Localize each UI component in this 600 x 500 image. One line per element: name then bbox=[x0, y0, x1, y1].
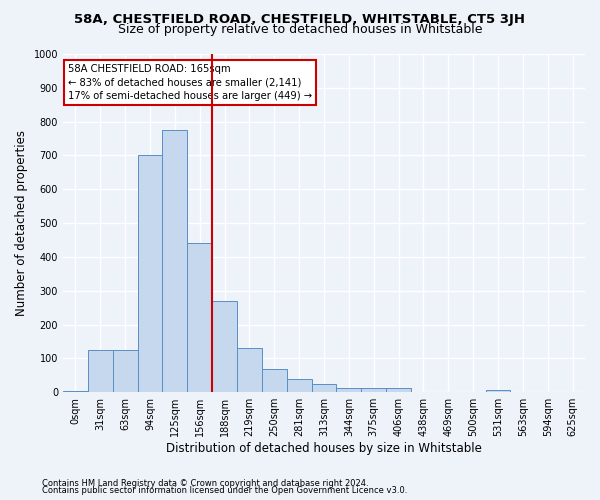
Bar bbox=[287, 378, 311, 392]
X-axis label: Distribution of detached houses by size in Whitstable: Distribution of detached houses by size … bbox=[166, 442, 482, 455]
Bar bbox=[113, 350, 137, 392]
Bar bbox=[361, 388, 386, 392]
Bar bbox=[63, 390, 88, 392]
Bar bbox=[262, 368, 287, 392]
Text: Contains public sector information licensed under the Open Government Licence v3: Contains public sector information licen… bbox=[42, 486, 407, 495]
Bar bbox=[163, 130, 187, 392]
Y-axis label: Number of detached properties: Number of detached properties bbox=[15, 130, 28, 316]
Bar bbox=[386, 388, 411, 392]
Bar bbox=[485, 390, 511, 392]
Bar bbox=[337, 388, 361, 392]
Text: 58A CHESTFIELD ROAD: 165sqm
← 83% of detached houses are smaller (2,141)
17% of : 58A CHESTFIELD ROAD: 165sqm ← 83% of det… bbox=[68, 64, 312, 100]
Bar bbox=[187, 244, 212, 392]
Bar bbox=[137, 156, 163, 392]
Bar bbox=[237, 348, 262, 392]
Bar bbox=[311, 384, 337, 392]
Text: Size of property relative to detached houses in Whitstable: Size of property relative to detached ho… bbox=[118, 24, 482, 36]
Bar bbox=[212, 301, 237, 392]
Bar bbox=[88, 350, 113, 392]
Text: 58A, CHESTFIELD ROAD, CHESTFIELD, WHITSTABLE, CT5 3JH: 58A, CHESTFIELD ROAD, CHESTFIELD, WHITST… bbox=[74, 12, 526, 26]
Text: Contains HM Land Registry data © Crown copyright and database right 2024.: Contains HM Land Registry data © Crown c… bbox=[42, 478, 368, 488]
